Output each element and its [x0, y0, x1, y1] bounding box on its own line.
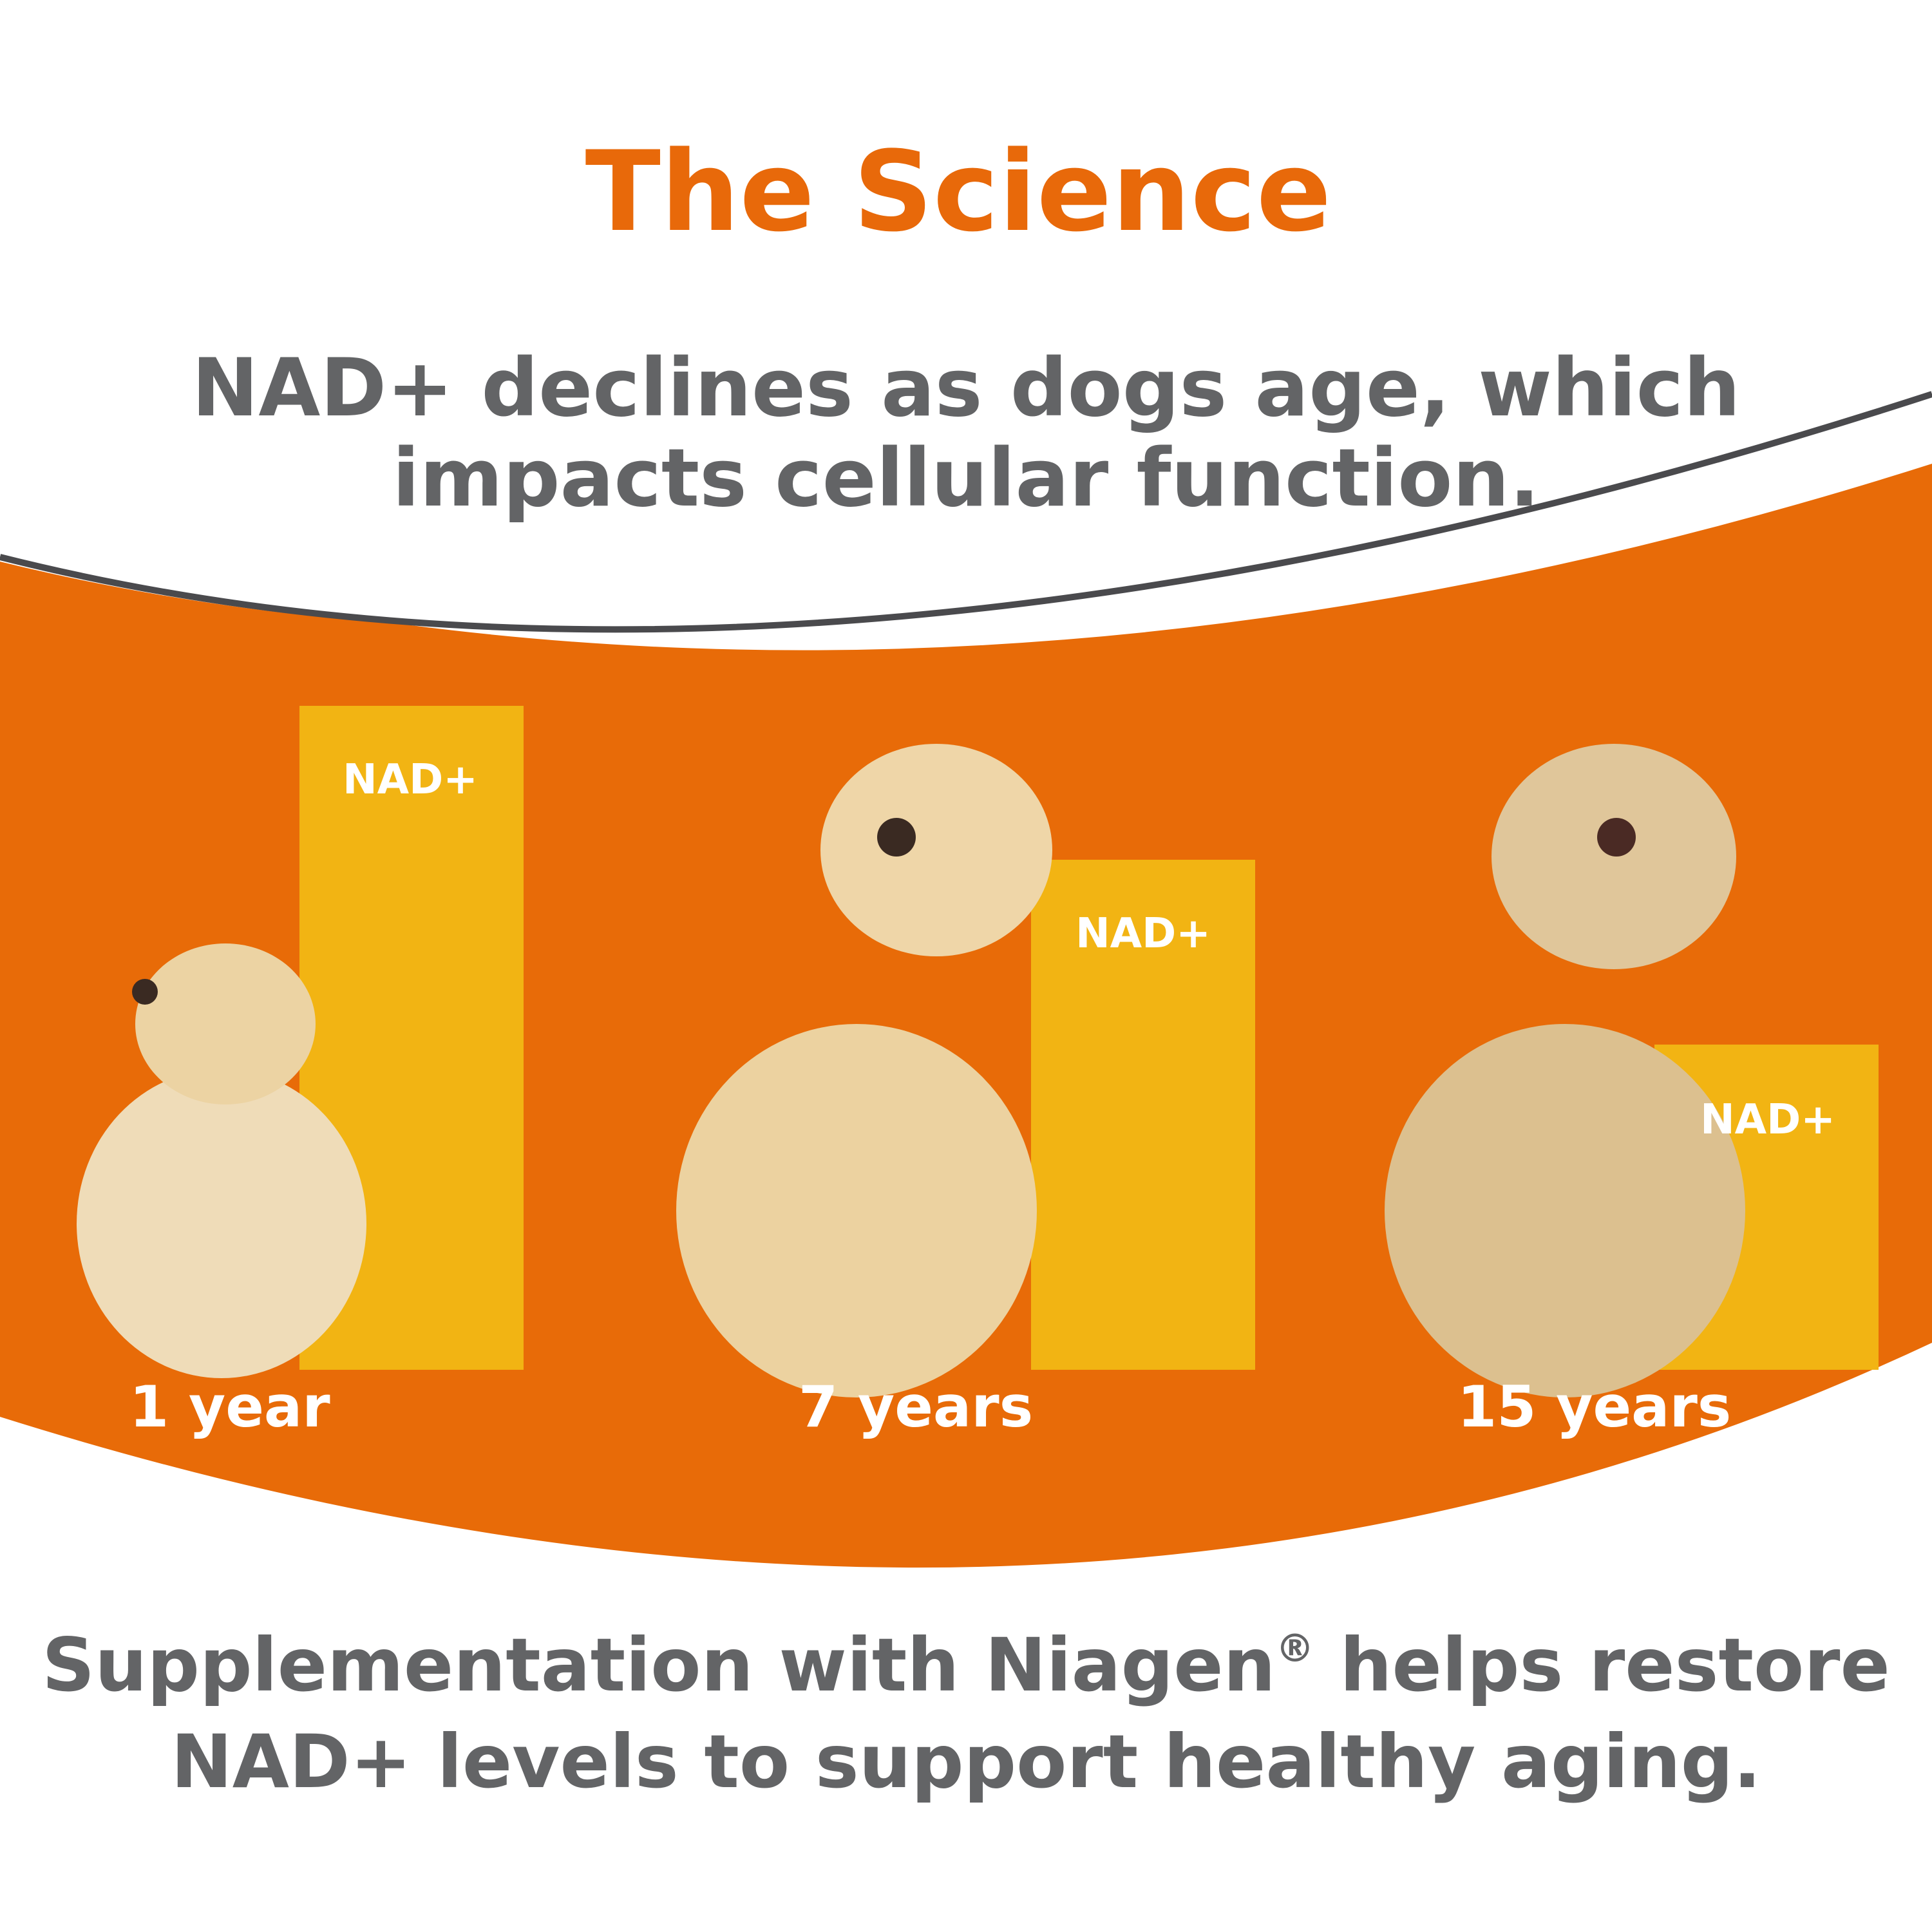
subtitle: impacts cellular function.	[392, 432, 1540, 525]
age-label: 1 year	[129, 1374, 330, 1440]
footer-text: helps restore	[1314, 1622, 1890, 1708]
registered-mark: ®	[1276, 1626, 1314, 1671]
bar-label: NAD+	[343, 756, 478, 804]
footer-line: Supplementation with Niagen® helps resto…	[42, 1622, 1890, 1708]
dog-head	[135, 943, 316, 1104]
dog-body	[676, 1024, 1037, 1397]
subtitle: NAD+ declines as dogs age, which	[192, 342, 1741, 435]
bar-label: NAD+	[1700, 1096, 1835, 1144]
title: The Science	[585, 127, 1332, 256]
dog-nose	[1597, 818, 1636, 857]
white-area	[0, 0, 1932, 632]
footer-text: Supplementation with Niagen	[42, 1622, 1276, 1708]
footer-line: NAD+ levels to support healthy aging.	[171, 1719, 1761, 1804]
puppy	[77, 943, 366, 1378]
dog-nose	[132, 979, 158, 1005]
dog-head	[1492, 744, 1736, 969]
bar	[1031, 860, 1255, 1370]
age-label: 15 years	[1457, 1374, 1731, 1440]
dog-body	[77, 1069, 366, 1378]
dog-body	[1385, 1024, 1745, 1397]
curve-line	[0, 391, 1932, 633]
adult-dog	[676, 744, 1052, 1397]
senior-dog	[1385, 744, 1745, 1397]
dog-head	[820, 744, 1052, 956]
dog-nose	[877, 818, 916, 857]
bar-label: NAD+	[1075, 910, 1211, 958]
age-label: 7 years	[799, 1374, 1033, 1440]
